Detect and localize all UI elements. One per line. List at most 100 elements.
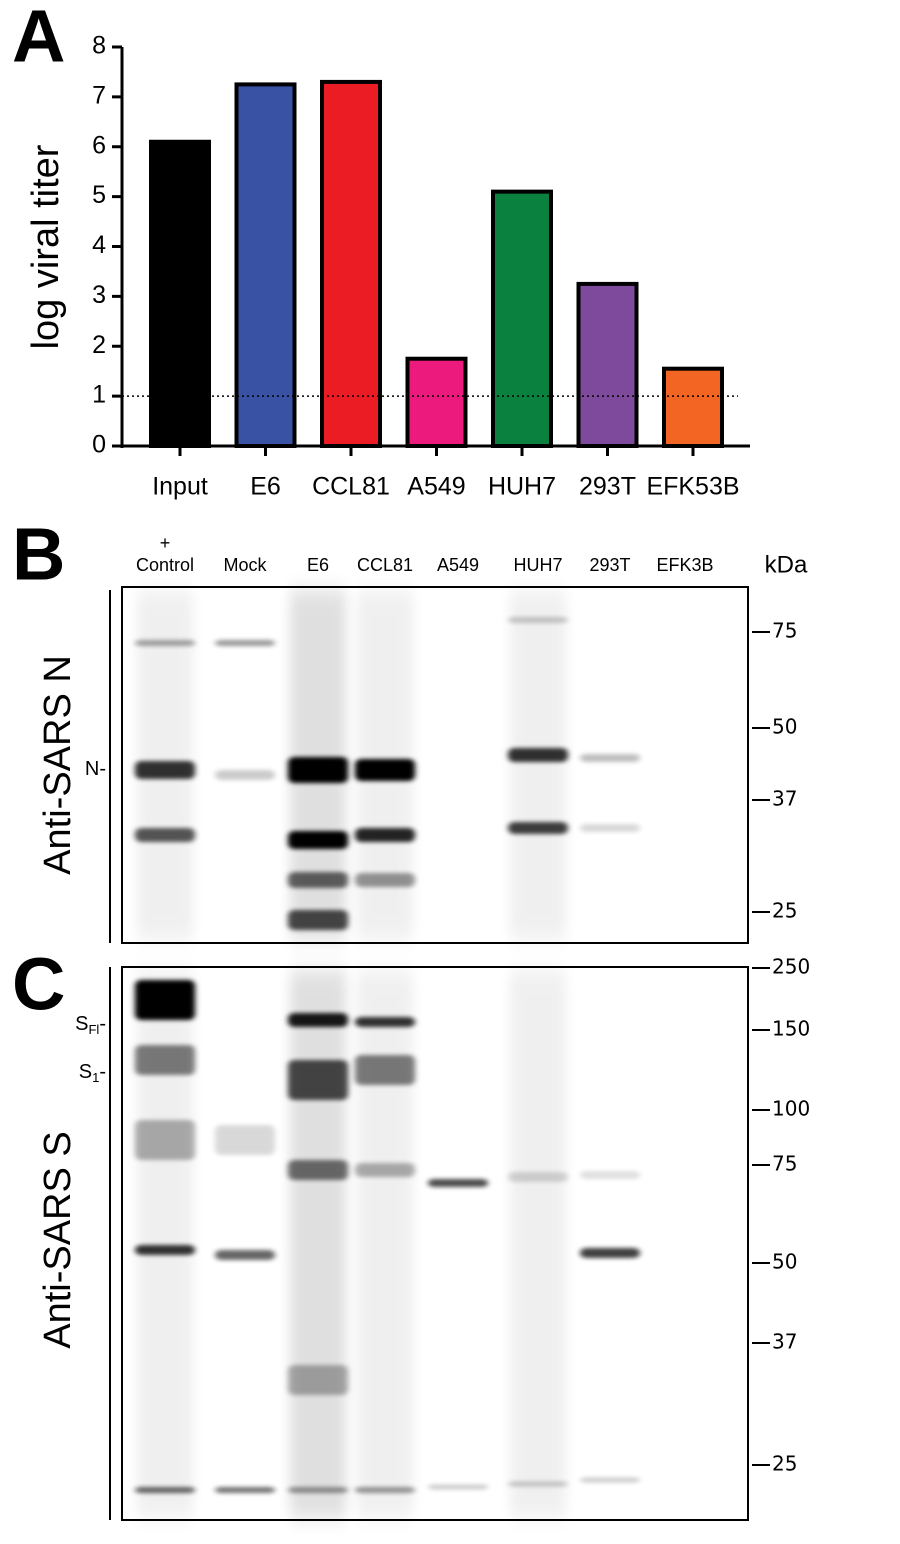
band [355,873,415,887]
y-tick-label: 2 [92,331,106,359]
band [355,1163,415,1177]
band [288,910,348,930]
band-name: S [79,1061,92,1083]
marker-label: 100 [772,1097,810,1121]
x-tick-label: EFK53B [646,473,739,501]
y-axis-label: log viral titer [25,144,67,349]
band [135,1487,195,1493]
marker-label: 75 [772,619,797,643]
y-tick-label: 7 [92,81,106,109]
band [135,1120,195,1160]
blot-frame [121,966,749,1521]
bar [149,139,211,448]
marker-label: 25 [772,899,797,923]
band [215,640,275,646]
bar [662,366,724,449]
marker-label: 50 [772,715,797,739]
y-tick-label: 8 [92,32,106,60]
band [135,761,195,779]
bar [576,281,639,448]
lane-label: E6 [307,555,329,575]
band [215,1487,275,1493]
band-sub: Fl [88,1022,99,1037]
band [355,759,415,781]
panel-letter: C [12,943,65,1026]
band [355,828,415,842]
band [135,640,195,646]
y-tick-label: 3 [92,281,106,309]
lane-label: EFK3B [656,555,713,575]
band-label: SFl- [75,1013,106,1037]
band-label: N- [85,758,106,780]
lane-smear [510,970,566,1518]
x-tick-label: E6 [250,473,281,501]
band [135,1045,195,1075]
band-label: S1- [79,1061,106,1085]
band [580,754,640,762]
blot-image [135,590,640,940]
band-name: S [75,1013,88,1035]
y-tick-label: 6 [92,131,106,159]
blot-image [135,970,640,1518]
band [580,824,640,832]
y-tick-label: 0 [92,431,106,459]
panel-letter: A [12,0,65,78]
y-tick-label: 4 [92,231,106,259]
bar [491,189,553,448]
band [580,1171,640,1179]
lane-label: Mock [223,555,267,575]
blot-label: Anti-SARS S [37,1131,79,1349]
band [288,1365,348,1395]
band [135,1245,195,1255]
y-tick-label: 5 [92,181,106,209]
band [508,822,568,834]
band [355,1017,415,1027]
y-tick-label: 1 [92,381,106,409]
unit: kDa [765,551,808,578]
x-tick-label: CCL81 [312,473,390,501]
band [288,1060,348,1100]
lane-label: CCL81 [357,555,413,575]
blot-label: Anti-SARS N [37,655,79,875]
band [428,1179,488,1187]
lane-label: 293T [589,555,630,575]
band [288,872,348,888]
panel-letter: B [12,513,65,596]
band [215,1125,275,1155]
bar [405,356,468,448]
marker-label: 37 [772,787,797,811]
band [215,1250,275,1260]
band [355,1487,415,1493]
bar [320,79,382,448]
band [580,1477,640,1483]
marker-label: 50 [772,1250,797,1274]
x-tick-label: A549 [407,473,465,501]
x-tick-label: Input [152,473,208,501]
band-name: N [85,758,99,780]
band-dash: - [99,758,106,780]
marker-label: 25 [772,1452,797,1476]
lane-label: Control [136,555,194,575]
band [135,828,195,842]
blot-frame [121,586,749,944]
lane-label: HUH7 [513,555,562,575]
lane-prefix: + [160,533,171,553]
band [508,617,568,623]
band [428,1484,488,1490]
band [580,1248,640,1258]
band [288,1160,348,1180]
band [508,748,568,762]
marker-label: 75 [772,1152,797,1176]
band [288,831,348,849]
marker-label: 37 [772,1330,797,1354]
band [288,1487,348,1493]
bar [234,82,297,448]
band [135,980,195,1020]
band [508,1481,568,1487]
lane-smear [290,970,346,1518]
band [288,1013,348,1027]
lane-label: A549 [437,555,479,575]
band [215,770,275,780]
x-tick-label: 293T [579,473,636,501]
